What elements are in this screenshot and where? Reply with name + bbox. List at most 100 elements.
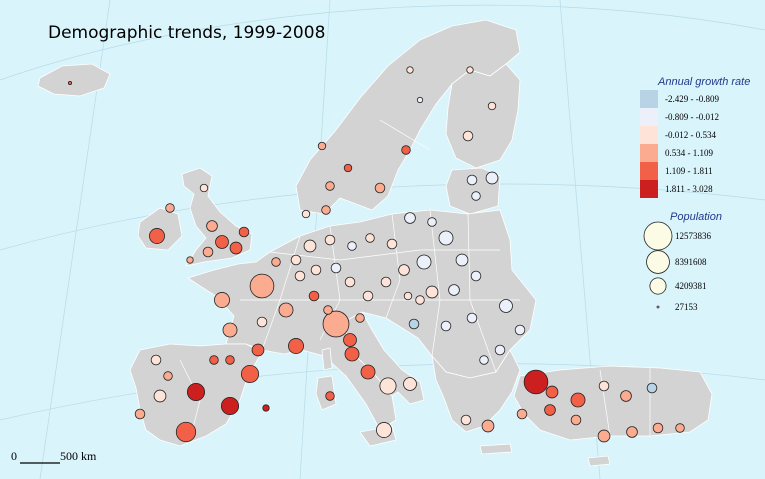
population-symbols	[67, 66, 685, 443]
region-symbol	[209, 355, 219, 365]
region-symbol	[570, 414, 582, 426]
growth-swatch	[640, 90, 658, 108]
population-legend-heading: Population	[670, 211, 722, 223]
population-legend-circle	[656, 305, 660, 309]
population-class-label: 12573836	[675, 231, 712, 241]
region-symbol	[416, 254, 432, 270]
growth-legend-heading: Annual growth rate	[657, 76, 750, 88]
region-symbol	[485, 171, 499, 185]
balkans	[431, 349, 521, 433]
growth-class-label: 1.109 - 1.811	[665, 166, 713, 176]
region-symbol	[163, 371, 173, 381]
region-symbol	[470, 270, 482, 282]
region-symbol	[675, 423, 685, 433]
population-class-label: 8391608	[675, 257, 707, 267]
region-symbol	[499, 299, 513, 313]
region-symbol	[214, 292, 230, 308]
region-symbol	[175, 421, 197, 443]
region-symbol	[240, 364, 260, 384]
region-symbol	[462, 130, 474, 142]
region-symbol	[570, 392, 586, 408]
growth-swatch	[640, 144, 658, 162]
region-symbol	[355, 313, 365, 323]
region-symbol	[544, 404, 556, 416]
region-symbol	[186, 382, 206, 402]
region-symbol	[222, 322, 238, 338]
region-symbol	[471, 191, 481, 201]
region-symbol	[324, 234, 336, 246]
region-symbol	[325, 181, 335, 191]
region-symbol	[134, 408, 146, 420]
growth-class-label: -2.429 - -0.809	[665, 94, 719, 104]
region-symbol	[153, 389, 167, 403]
region-symbol	[376, 422, 392, 438]
region-symbol	[466, 174, 478, 186]
region-symbol	[374, 182, 386, 194]
region-symbol	[646, 382, 658, 394]
region-symbol	[425, 285, 439, 299]
region-symbol	[379, 377, 397, 395]
region-symbol	[415, 295, 425, 305]
region-symbol	[347, 241, 357, 251]
great-britain	[181, 167, 253, 267]
region-symbol	[149, 228, 165, 244]
scale-distance: 500 km	[60, 449, 97, 463]
population-class-label: 27153	[675, 302, 698, 312]
region-symbol	[408, 318, 420, 330]
region-symbol	[229, 241, 243, 255]
region-symbol	[199, 183, 209, 193]
region-symbol	[620, 390, 632, 402]
iceland	[37, 63, 111, 97]
region-symbol	[215, 235, 229, 249]
population-legend-circle	[643, 221, 673, 251]
turkey	[513, 365, 713, 441]
population-legend: 12573836 8391608 4209381 27153	[643, 221, 712, 312]
region-symbol	[325, 391, 335, 401]
scale-bar: 0 500 km	[11, 449, 97, 464]
region-symbol	[416, 96, 424, 104]
region-symbol	[288, 338, 304, 354]
region-symbol	[494, 344, 506, 356]
region-symbol	[67, 80, 73, 86]
region-symbol	[448, 284, 460, 296]
region-borders	[179, 119, 651, 441]
region-symbol	[360, 364, 376, 380]
corsica	[321, 347, 333, 371]
region-symbol	[206, 220, 218, 232]
region-symbol	[401, 145, 411, 155]
region-symbol	[380, 276, 392, 288]
region-symbol	[516, 408, 528, 420]
region-symbol	[262, 404, 270, 412]
region-symbol	[514, 324, 526, 336]
region-symbol	[545, 385, 559, 399]
growth-class-label: -0.809 - -0.012	[665, 112, 719, 122]
region-symbol	[344, 276, 356, 288]
region-symbol	[249, 273, 275, 299]
region-symbol	[271, 257, 281, 267]
growth-legend: -2.429 - -0.809 -0.809 - -0.012 -0.012 - 0…	[640, 90, 719, 198]
map-title: Demographic trends, 1999-2008	[48, 23, 325, 43]
growth-swatch	[640, 162, 658, 180]
region-symbol	[362, 290, 374, 302]
region-symbol	[278, 302, 294, 318]
region-symbol	[404, 212, 416, 224]
sardinia	[315, 375, 337, 411]
growth-swatch	[640, 126, 658, 144]
region-symbol	[479, 355, 489, 365]
growth-class-label: -0.012 - 0.534	[665, 130, 716, 140]
region-symbol	[308, 290, 320, 302]
population-class-label: 4209381	[675, 281, 707, 291]
region-symbol	[598, 380, 610, 392]
region-symbol	[294, 270, 306, 282]
region-symbol	[150, 354, 162, 366]
region-symbol	[323, 305, 333, 315]
region-symbol	[290, 254, 302, 266]
region-symbol	[344, 346, 360, 362]
region-symbol	[438, 230, 454, 246]
growth-swatch	[640, 180, 658, 198]
population-legend-circle	[646, 250, 670, 274]
region-symbol	[330, 262, 342, 274]
growth-swatch	[640, 108, 658, 126]
region-symbol	[238, 226, 250, 238]
